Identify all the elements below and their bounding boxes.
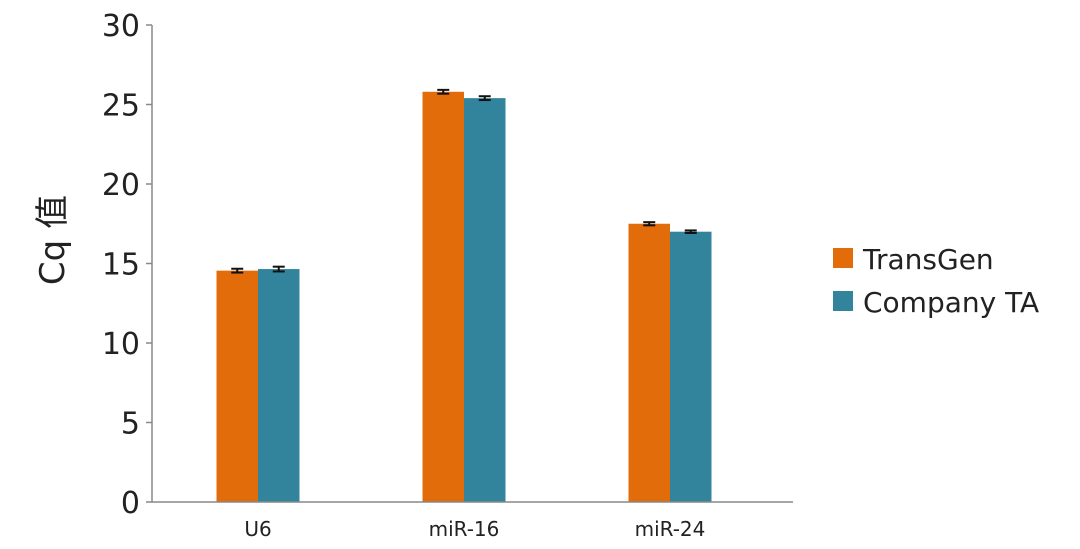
error-bar xyxy=(272,265,285,273)
legend-label: Company TA xyxy=(863,286,1039,319)
bar-transgen-mir-16 xyxy=(422,91,464,502)
y-tick-label: 10 xyxy=(102,327,140,362)
y-tick-label: 25 xyxy=(102,89,140,124)
bar-company-ta-mir-24 xyxy=(670,231,712,502)
error-bar xyxy=(231,267,244,274)
y-tick-label: 20 xyxy=(102,168,140,203)
x-tick-label: miR-24 xyxy=(635,517,706,541)
y-tick-label: 0 xyxy=(121,486,140,521)
error-bar xyxy=(478,95,491,102)
y-tick-label: 5 xyxy=(121,407,140,442)
error-bar xyxy=(437,88,450,95)
legend-swatch xyxy=(833,291,853,311)
bar-transgen-mir-24 xyxy=(628,223,670,502)
x-tick-label: U6 xyxy=(244,517,271,541)
y-axis-label: Cq 值 xyxy=(33,195,73,285)
y-tick-label: 30 xyxy=(102,9,140,44)
bar-transgen-u6 xyxy=(216,270,258,502)
y-tick-label: 15 xyxy=(102,248,140,283)
error-bar xyxy=(643,221,656,227)
bar-company-ta-u6 xyxy=(258,269,300,502)
bar-company-ta-mir-16 xyxy=(464,98,506,502)
legend-swatch xyxy=(833,248,853,268)
legend-label: TransGen xyxy=(862,243,994,276)
x-tick-label: miR-16 xyxy=(429,517,500,541)
error-bar xyxy=(684,229,697,234)
